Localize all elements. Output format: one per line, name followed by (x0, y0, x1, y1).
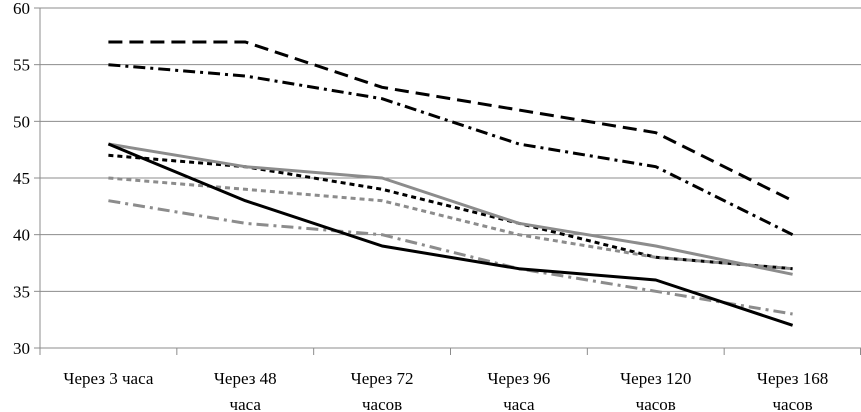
x-tick-label-line: Через 120 (620, 369, 691, 388)
x-tick-label: Через 72 часов (351, 369, 414, 412)
gridlines (40, 7, 861, 292)
y-tick-label: 45 (13, 169, 30, 188)
y-tick-labels: 30 35 40 45 50 55 60 (13, 0, 30, 358)
x-tick-label-line: Через 96 (488, 369, 551, 388)
y-tick-label: 40 (13, 226, 30, 245)
y-tick-label: 55 (13, 56, 30, 75)
x-tick-label: Через 96 часа (488, 369, 551, 412)
x-tick-label-line: часа (503, 395, 535, 412)
y-tick-label: 30 (13, 339, 30, 358)
x-tick-label: Через 120 часов (620, 369, 691, 412)
y-tick-label: 35 (13, 282, 30, 301)
x-tick-label-line: часов (772, 395, 812, 412)
y-tick-label: 60 (13, 0, 30, 18)
series-line-7 (107, 142, 794, 327)
y-tick-label: 50 (13, 112, 30, 131)
x-tick-label-line: Через 48 (214, 369, 277, 388)
x-tick-label-line: Через 3 часа (63, 369, 153, 388)
axes (34, 7, 861, 355)
x-tick-label-line: часа (230, 395, 262, 412)
x-tick-label: Через 168 часов (757, 369, 828, 412)
series-line-5 (108, 176, 793, 271)
series-lines (107, 40, 794, 327)
series-line-6 (108, 199, 793, 316)
series-line-1 (108, 40, 794, 203)
x-tick-label: Через 3 часа (63, 369, 153, 388)
x-tick-label-line: часов (636, 395, 676, 412)
x-tick-label-line: Через 72 (351, 369, 414, 388)
series-line-4 (108, 142, 793, 276)
x-tick-label-line: часов (362, 395, 402, 412)
series-line-2 (108, 63, 794, 237)
x-tick-label: Через 48 часа (214, 369, 277, 412)
x-tick-label-line: Через 168 (757, 369, 828, 388)
